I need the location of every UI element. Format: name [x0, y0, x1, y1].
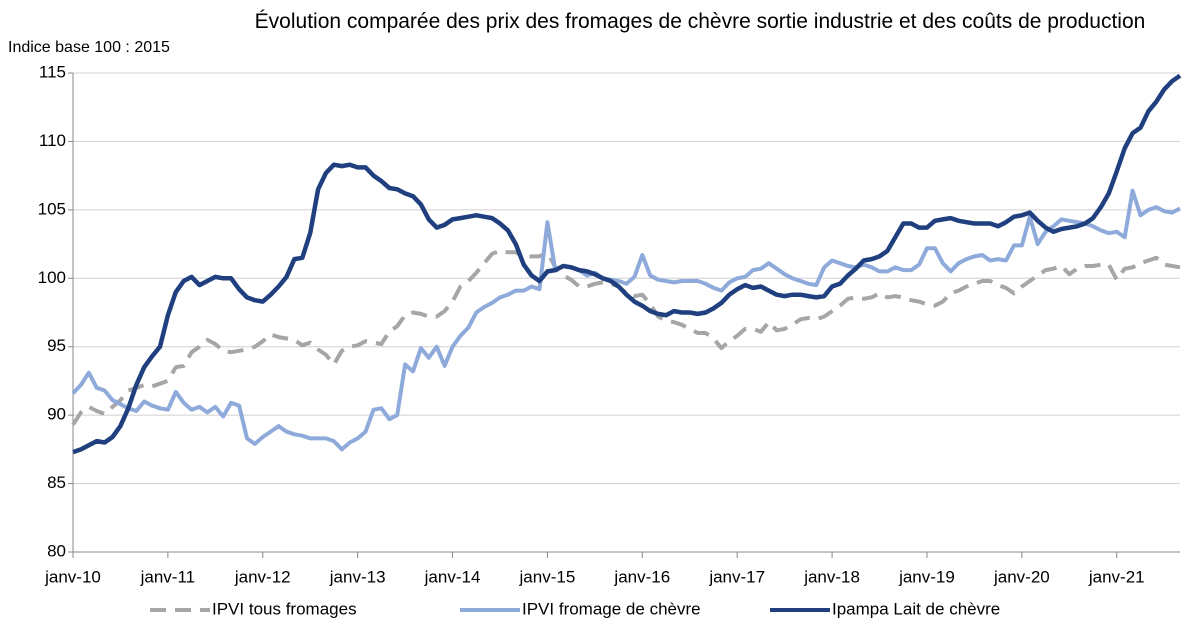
- y-tick-label: 115: [39, 62, 66, 81]
- legend-label: Ipampa Lait de chèvre: [832, 599, 1000, 618]
- x-tick-label: janv-19: [898, 567, 955, 586]
- x-tick-label: janv-14: [424, 567, 481, 586]
- x-tick-label: janv-10: [44, 567, 101, 586]
- x-tick-label: janv-16: [613, 567, 670, 586]
- x-tick-label: janv-12: [234, 567, 291, 586]
- y-tick-label: 80: [47, 541, 66, 560]
- x-tick-label: janv-15: [519, 567, 576, 586]
- y-tick-label: 85: [47, 473, 66, 492]
- x-tick-label: janv-20: [993, 567, 1050, 586]
- y-tick-label: 90: [47, 405, 66, 424]
- legend-label: IPVI tous fromages: [212, 599, 357, 618]
- y-axis-label: Indice base 100 : 2015: [8, 39, 170, 56]
- y-tick-label: 95: [47, 336, 66, 355]
- x-tick-label: janv-18: [803, 567, 860, 586]
- legend-label: IPVI fromage de chèvre: [522, 599, 701, 618]
- x-tick-label: janv-17: [708, 567, 765, 586]
- x-tick-label: janv-11: [140, 567, 196, 586]
- y-tick-label: 100: [38, 268, 66, 287]
- chart-title: Évolution comparée des prix des fromages…: [254, 10, 1146, 33]
- series-line: [71, 188, 1181, 452]
- series-line: [72, 73, 1182, 455]
- y-tick-label: 105: [38, 199, 66, 218]
- x-tick-label: janv-21: [1088, 567, 1145, 586]
- y-tick-label: 110: [39, 131, 66, 150]
- series-line: [71, 248, 1181, 426]
- x-tick-label: janv-13: [329, 567, 386, 586]
